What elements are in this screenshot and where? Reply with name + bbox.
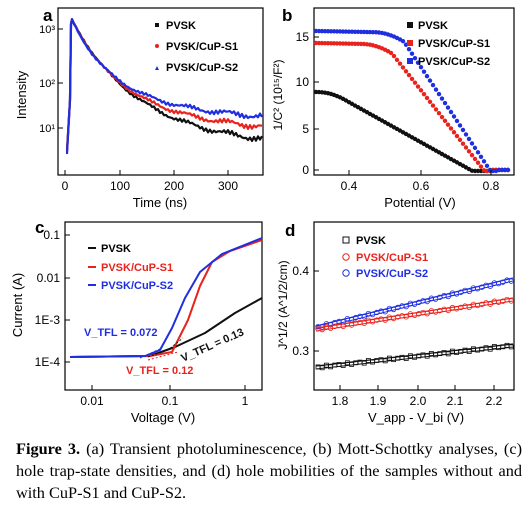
legend-marker-s1	[155, 44, 159, 48]
panel-c-xtick: 0.01	[80, 394, 104, 408]
panel-d-xtick: 1.9	[370, 394, 387, 408]
legend-label: PVSK	[356, 235, 386, 247]
panel-a-curves	[65, 17, 263, 155]
panel-c: c 0.01 0.1 1 0.1 0.01 1E-3 1E-4 Voltage …	[10, 218, 263, 425]
vtfl-s2-annotation: V_TFL = 0.072	[84, 327, 157, 339]
panel-a-ytick: 10²	[39, 78, 55, 90]
panel-b-xlabel: Potential (V)	[384, 195, 456, 210]
figure-3: a 0 100 200 300 10³ 10² 10¹ Time (ns) In…	[10, 6, 515, 425]
panel-b-curves	[313, 28, 511, 174]
panel-b-xtick: 0.6	[413, 179, 430, 193]
panel-c-ytick: 1E-4	[35, 355, 61, 369]
panel-d-xtick: 2.2	[486, 394, 503, 408]
panel-b-ytick: 5	[302, 122, 309, 136]
mobility-s1-trace	[315, 296, 514, 333]
panel-c-legend: PVSK PVSK/CuP-S1 PVSK/CuP-S2	[88, 243, 173, 292]
panel-d-frame	[313, 221, 515, 391]
panel-d-ylabel: J^1/2 (A^1/2/cm)	[276, 260, 290, 349]
panel-b-ylabel: 1/C² (10¹⁵/F²)	[271, 60, 285, 131]
panel-a-xlabel: Time (ns)	[133, 195, 187, 210]
sclc-fit-pvsk	[147, 337, 184, 358]
panel-d-xtick: 1.8	[332, 394, 349, 408]
vtfl-pvsk-annotation: V_TFL = 0.13	[179, 326, 245, 364]
trpl-pvsk-trace	[65, 18, 263, 151]
mobility-pvsk-trace	[315, 342, 514, 371]
panel-b-letter: b	[282, 6, 292, 25]
panel-c-xlabel: Voltage (V)	[131, 410, 195, 425]
panel-c-letter: c	[35, 218, 44, 237]
panel-b: b 0.4 0.6 0.8 0 5 10 15 Potential (V) 1/…	[271, 6, 515, 210]
legend-label: PVSK/CuP-S1	[356, 252, 428, 264]
legend-label: PVSK/CuP-S2	[166, 62, 238, 74]
panel-d: d 1.8 1.9 2.0 2.1 2.2 0.3 0.4 V_app - V_…	[276, 221, 515, 425]
legend-marker-s2	[407, 58, 413, 64]
panel-c-frame	[64, 221, 263, 391]
panel-c-ylabel: Current (A)	[10, 273, 25, 337]
panel-d-legend: PVSK PVSK/CuP-S1 PVSK/CuP-S2	[342, 235, 428, 280]
panel-a: a 0 100 200 300 10³ 10² 10¹ Time (ns) In…	[14, 6, 264, 210]
panel-c-xtick: 1	[242, 394, 249, 408]
panel-c-ytick: 0.01	[37, 271, 61, 285]
legend-label: PVSK/CuP-S2	[418, 56, 490, 68]
panel-a-xtick: 100	[110, 179, 130, 193]
panel-a-ylabel: Intensity	[14, 70, 29, 119]
legend-label: PVSK/CuP-S1	[101, 262, 173, 274]
legend-label: PVSK	[418, 20, 448, 32]
panel-d-ytick: 0.3	[292, 344, 309, 358]
legend-label: PVSK/CuP-S1	[418, 38, 490, 50]
panel-a-letter: a	[43, 6, 53, 25]
legend-label: PVSK/CuP-S2	[356, 268, 428, 280]
legend-marker-s2	[155, 66, 159, 70]
panel-d-letter: d	[285, 221, 295, 240]
legend-label: PVSK/CuP-S2	[101, 280, 173, 292]
legend-marker-s2	[342, 269, 350, 277]
panel-b-ytick: 15	[296, 30, 310, 44]
sclc-fit-s1	[147, 351, 179, 361]
figure-caption: Figure 3. (a) Transient photoluminescenc…	[16, 438, 522, 504]
caption-label: Figure 3.	[16, 439, 81, 458]
legend-label: PVSK	[166, 20, 196, 32]
panel-c-ytick: 1E-3	[35, 313, 61, 327]
panel-b-ytick: 10	[296, 75, 310, 89]
legend-label: PVSK	[101, 243, 131, 255]
panel-b-xtick: 0.8	[483, 179, 500, 193]
panel-a-frame	[57, 7, 264, 176]
panel-c-curves	[69, 237, 263, 361]
panel-d-curves	[315, 277, 514, 371]
legend-marker-s1	[342, 253, 350, 261]
panel-a-xtick: 200	[164, 179, 184, 193]
panel-c-xtick: 0.1	[162, 394, 179, 408]
panel-a-ytick: 10¹	[39, 123, 55, 135]
legend-marker-pvsk	[407, 22, 413, 28]
panel-b-xtick: 0.4	[341, 179, 358, 193]
panel-a-xtick: 0	[62, 179, 69, 193]
panel-b-legend: PVSK PVSK/CuP-S1 PVSK/CuP-S2	[407, 20, 490, 68]
legend-marker-s1	[407, 40, 413, 46]
panel-b-ytick: 0	[302, 163, 309, 177]
mobility-s2-trace	[315, 277, 514, 330]
ms-pvsk-trace	[313, 89, 511, 174]
panel-a-legend: PVSK PVSK/CuP-S1 PVSK/CuP-S2	[155, 20, 238, 74]
legend-marker-pvsk	[342, 236, 350, 244]
ms-s2-trace	[313, 28, 511, 174]
panel-c-ytick: 0.1	[43, 228, 60, 242]
trpl-s2-trace	[65, 17, 263, 155]
legend-label: PVSK/CuP-S1	[166, 41, 238, 53]
panel-d-xlabel: V_app - V_bi (V)	[368, 410, 464, 425]
panel-d-xtick: 2.1	[447, 394, 464, 408]
panel-d-ytick: 0.4	[292, 264, 309, 278]
sclc-fit-s2	[139, 347, 163, 359]
vtfl-s1-annotation: V_TFL = 0.12	[126, 365, 193, 377]
legend-marker-pvsk	[155, 23, 159, 27]
panel-a-xtick: 300	[218, 179, 238, 193]
panel-a-ytick: 10³	[39, 24, 55, 36]
panel-d-xtick: 2.0	[410, 394, 427, 408]
caption-text: (a) Transient photoluminescence, (b) Mot…	[16, 439, 522, 502]
